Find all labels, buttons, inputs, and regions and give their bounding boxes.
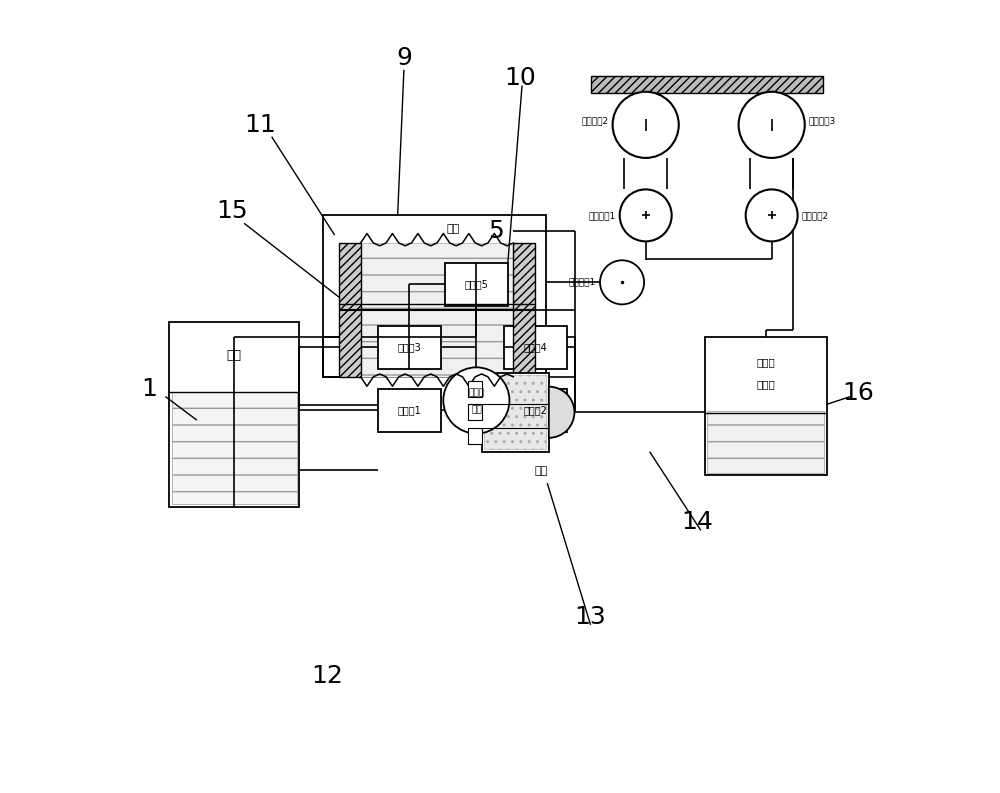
Text: 电磁阀4: 电磁阀4 xyxy=(524,343,547,352)
Text: 5: 5 xyxy=(488,219,504,243)
Text: 水泵: 水泵 xyxy=(446,224,459,234)
Bar xyxy=(169,322,299,507)
Text: 电磁阀2: 电磁阀2 xyxy=(523,405,547,416)
Bar xyxy=(323,338,575,377)
Text: 10: 10 xyxy=(504,66,536,90)
Text: 1: 1 xyxy=(142,377,158,400)
Bar xyxy=(445,262,508,306)
Circle shape xyxy=(620,190,672,241)
Circle shape xyxy=(443,367,509,434)
Bar xyxy=(705,338,827,475)
Bar xyxy=(591,76,823,94)
Text: 波源: 波源 xyxy=(534,466,548,477)
Circle shape xyxy=(613,92,679,158)
Bar xyxy=(707,411,824,473)
Text: 重水箱: 重水箱 xyxy=(756,379,775,389)
Text: 9: 9 xyxy=(396,46,412,70)
Bar xyxy=(513,243,535,377)
Bar xyxy=(468,428,482,444)
Circle shape xyxy=(600,260,644,305)
Bar xyxy=(482,373,549,452)
Bar xyxy=(504,326,567,369)
Bar xyxy=(339,243,361,377)
Bar xyxy=(172,392,297,504)
Text: 15: 15 xyxy=(216,200,248,224)
Bar xyxy=(484,375,546,450)
Text: 16: 16 xyxy=(842,381,874,404)
Bar xyxy=(361,243,513,310)
Circle shape xyxy=(739,92,805,158)
Text: 固定滑轮3: 固定滑轮3 xyxy=(809,117,836,125)
Text: 13: 13 xyxy=(575,605,606,629)
Text: 恒压配: 恒压配 xyxy=(756,357,775,367)
Bar xyxy=(468,381,482,396)
Text: 电磁阀3: 电磁阀3 xyxy=(398,343,421,352)
Text: 电磁阀1: 电磁阀1 xyxy=(398,405,421,416)
Text: 电磁阀5: 电磁阀5 xyxy=(464,279,488,289)
Text: 水箱: 水箱 xyxy=(227,348,242,362)
Bar xyxy=(378,389,441,432)
Wedge shape xyxy=(549,387,574,438)
Bar xyxy=(468,404,482,420)
Bar xyxy=(378,326,441,369)
Text: 固定滑轮1: 固定滑轮1 xyxy=(569,278,596,287)
Text: 11: 11 xyxy=(244,113,276,137)
Text: 14: 14 xyxy=(681,511,713,534)
Text: 浮动滑轮1: 浮动滑轮1 xyxy=(589,211,616,220)
Text: 固定滑轮2: 固定滑轮2 xyxy=(582,117,609,125)
Bar xyxy=(323,216,546,377)
Text: 12: 12 xyxy=(311,664,343,688)
Text: 向泵: 向泵 xyxy=(471,405,482,415)
Bar xyxy=(361,310,513,377)
Text: 齿轮双: 齿轮双 xyxy=(468,388,484,397)
Circle shape xyxy=(746,190,798,241)
Text: 浮动滑轮2: 浮动滑轮2 xyxy=(802,211,829,220)
Bar xyxy=(504,389,567,432)
